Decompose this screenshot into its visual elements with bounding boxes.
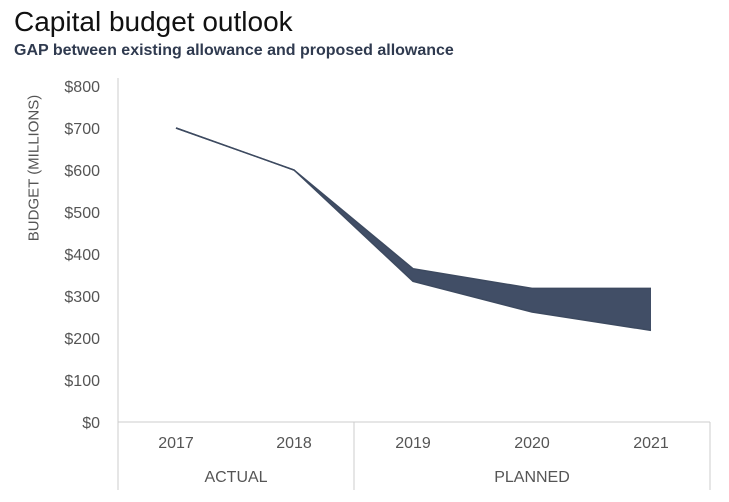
y-tick-label: $0: [82, 415, 100, 432]
x-tick-label: 2021: [633, 435, 669, 452]
y-tick-label: $400: [64, 247, 100, 264]
x-tick-label: 2018: [276, 435, 312, 452]
y-tick-label: $800: [64, 79, 100, 96]
chart-subtitle: GAP between existing allowance and propo…: [14, 42, 454, 59]
y-tick-label: $500: [64, 205, 100, 222]
x-tick-label: 2020: [514, 435, 550, 452]
y-tick-label: $300: [64, 289, 100, 306]
proposed-allowance-line: [175, 127, 652, 332]
chart-title: Capital budget outlook: [14, 6, 293, 37]
existing-allowance-line: [175, 127, 651, 290]
x-tick-label: 2019: [395, 435, 431, 452]
y-tick-label: $600: [64, 163, 100, 180]
x-group-label: PLANNED: [494, 469, 570, 486]
y-tick-label: $700: [64, 121, 100, 138]
y-tick-label: $200: [64, 331, 100, 348]
x-tick-label: 2017: [158, 435, 194, 452]
y-tick-label: $100: [64, 373, 100, 390]
x-group-label: ACTUAL: [204, 469, 267, 486]
gap-area: [176, 128, 651, 331]
